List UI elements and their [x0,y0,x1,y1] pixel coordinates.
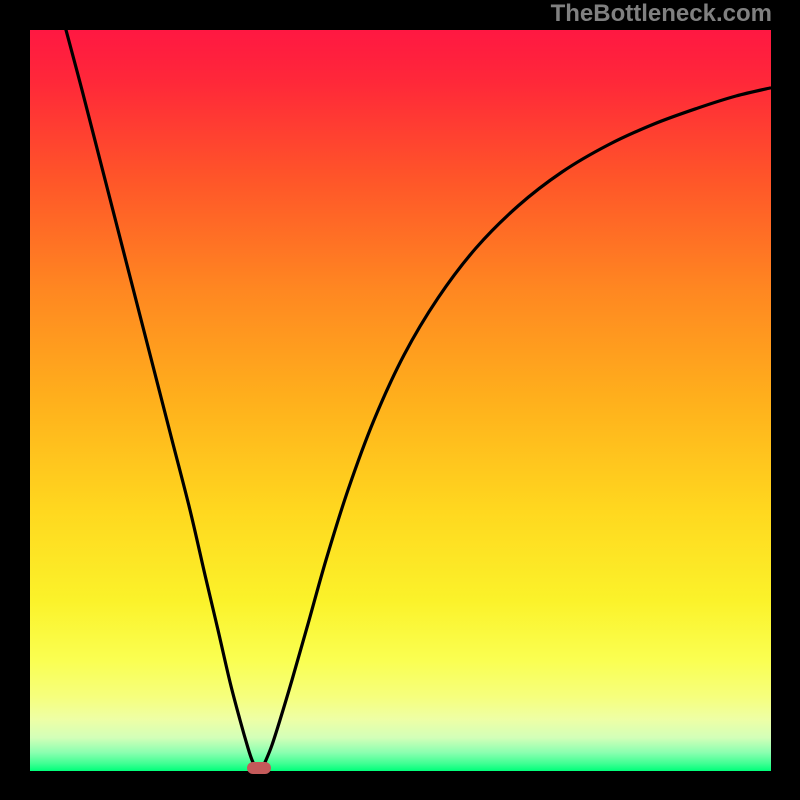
watermark-text: TheBottleneck.com [551,0,772,28]
bottleneck-curve [30,30,771,771]
optimal-point-marker [247,762,271,774]
chart-plot-area [30,30,771,771]
chart-container: { "canvas": { "width": 800, "height": 80… [0,0,800,800]
